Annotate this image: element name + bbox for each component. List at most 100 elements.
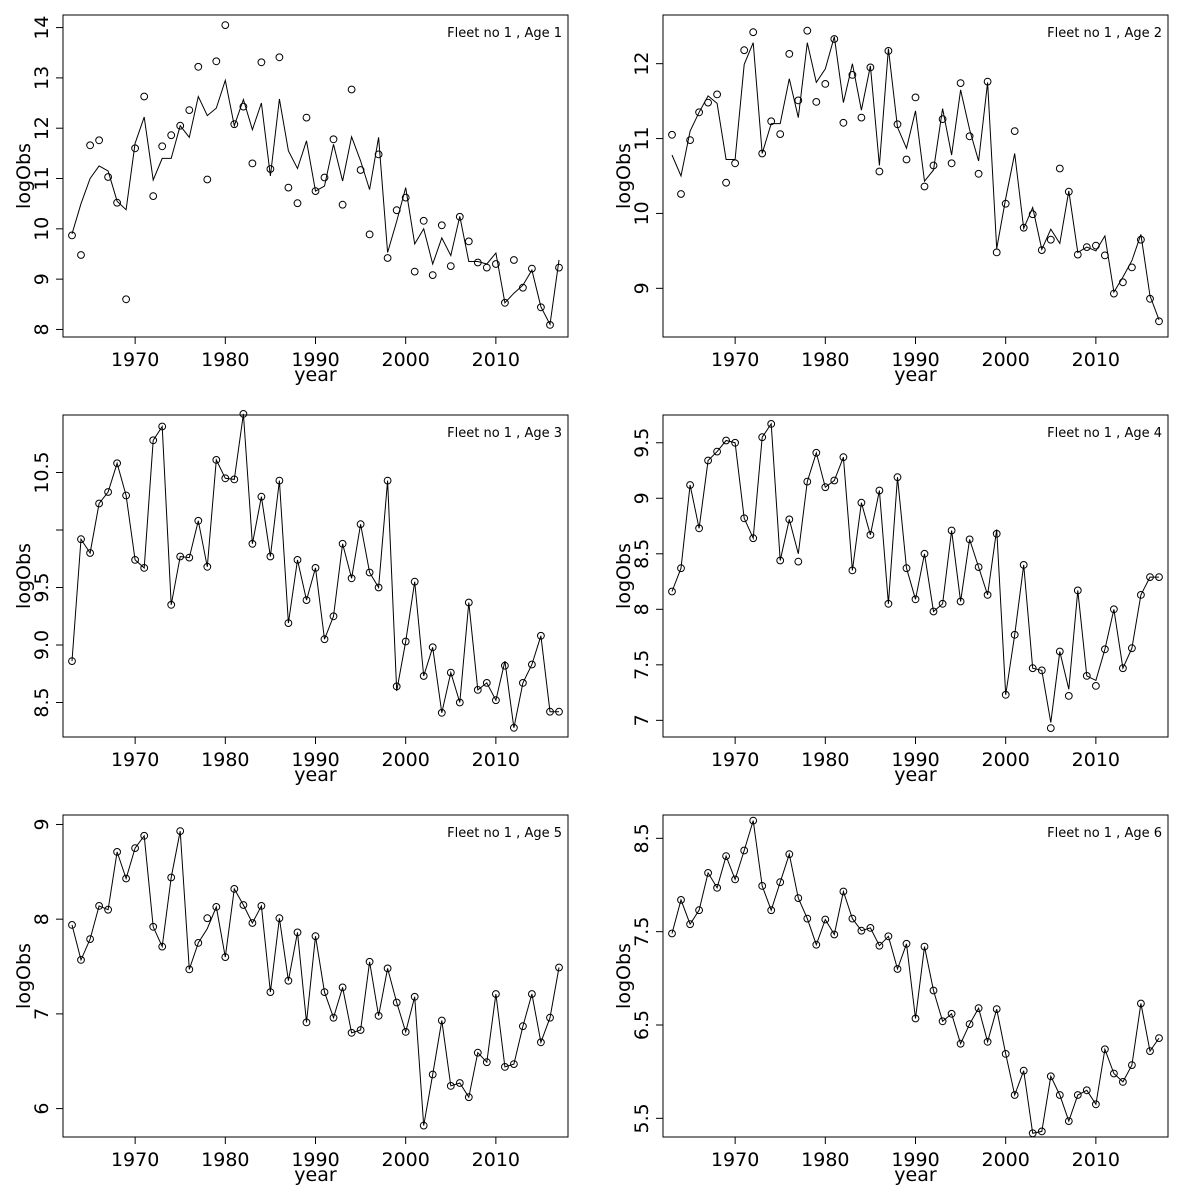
observed-point <box>131 844 140 852</box>
x-tick-label: 2000 <box>381 749 429 771</box>
observed-point <box>77 251 85 259</box>
observed-point <box>749 534 758 543</box>
observed-point <box>668 929 676 938</box>
observed-point <box>519 679 527 687</box>
observed-point <box>248 919 257 927</box>
observed-point <box>1064 1117 1073 1125</box>
predicted-line <box>671 422 1159 723</box>
observed-point <box>713 883 721 892</box>
observed-point <box>356 520 365 529</box>
observed-point <box>185 106 194 114</box>
observed-point <box>965 132 974 141</box>
observed-point <box>1155 317 1163 326</box>
observed-point <box>1146 1047 1154 1055</box>
y-tick-label: 12 <box>31 116 53 140</box>
y-tick-label: 9 <box>31 273 53 285</box>
x-tick-label: 1990 <box>291 1149 339 1171</box>
observed-point <box>392 682 401 691</box>
observed-point <box>947 159 956 168</box>
x-axis-label: year <box>894 1164 937 1186</box>
observed-point <box>410 267 419 276</box>
observed-point <box>794 894 803 902</box>
observed-point <box>212 903 221 911</box>
observed-point <box>302 113 311 122</box>
y-axis-label: logObs <box>613 143 635 209</box>
observed-point <box>275 914 284 923</box>
observed-point <box>302 596 311 604</box>
observed-point <box>695 906 703 915</box>
observed-point <box>239 410 248 418</box>
observed-point <box>140 831 149 840</box>
observed-point <box>686 136 694 145</box>
observed-point <box>365 230 374 239</box>
observed-point <box>311 932 320 941</box>
x-tick-label: 1990 <box>891 1149 939 1171</box>
observed-point <box>938 599 947 608</box>
observed-point <box>230 475 239 484</box>
observed-point <box>758 149 767 158</box>
observed-point <box>677 190 685 198</box>
observed-point <box>257 58 266 67</box>
observed-point <box>938 115 947 123</box>
y-tick-label: 9.0 <box>31 630 53 660</box>
observed-point <box>329 1013 338 1022</box>
observed-point <box>731 875 739 884</box>
observed-point <box>1155 573 1163 581</box>
observed-point <box>830 930 839 939</box>
plot-frame <box>662 414 1169 738</box>
y-tick-label: 10.5 <box>31 451 53 493</box>
observed-point <box>320 635 329 644</box>
y-tick-label: 9 <box>631 492 653 504</box>
y-tick-label: 8 <box>631 603 653 615</box>
observed-point <box>758 882 767 890</box>
observed-point <box>1082 1086 1091 1095</box>
observed-point <box>920 182 929 191</box>
observed-point <box>275 53 284 62</box>
observed-point <box>1155 1034 1163 1042</box>
y-tick-label: 7 <box>631 714 653 726</box>
observed-point <box>149 192 158 201</box>
x-tick-label: 2010 <box>1072 1149 1120 1171</box>
observed-point <box>1128 644 1136 653</box>
observed-point <box>956 597 965 606</box>
observed-point <box>95 499 103 508</box>
panel-title: Fleet no 1 , Age 4 <box>1047 426 1162 441</box>
observed-point <box>365 957 374 966</box>
x-tick-label: 1970 <box>111 1149 159 1171</box>
observed-point <box>974 1004 983 1013</box>
observed-point <box>704 456 712 465</box>
observed-point <box>911 595 920 604</box>
observed-point <box>749 28 758 37</box>
observed-point <box>668 587 676 596</box>
x-tick-label: 1970 <box>711 1149 759 1171</box>
observed-point <box>866 531 875 539</box>
plot-frame <box>662 14 1169 338</box>
observed-point <box>347 1028 356 1037</box>
observed-point <box>428 271 437 280</box>
observed-point <box>248 539 257 548</box>
observed-point <box>113 198 121 207</box>
x-tick-label: 2000 <box>981 349 1029 371</box>
observed-point <box>113 459 121 468</box>
x-tick-label: 1980 <box>201 349 249 371</box>
observed-point <box>365 568 374 577</box>
x-tick-label: 2010 <box>472 749 520 771</box>
x-tick-label: 2010 <box>1072 349 1120 371</box>
x-tick-label: 1980 <box>801 349 849 371</box>
observed-point <box>482 1058 491 1067</box>
panel-title: Fleet no 1 , Age 1 <box>447 26 562 41</box>
observed-point <box>866 63 875 72</box>
y-tick-label: 13 <box>31 66 53 90</box>
observed-point <box>1110 289 1118 298</box>
observed-point <box>1037 1127 1046 1136</box>
panel-5: 1970 1980 1990 2000 2010 6 7 8 9 year logObs Fleet … <box>13 814 569 1186</box>
observed-point <box>455 1079 464 1087</box>
observed-point <box>203 914 212 923</box>
observed-point <box>212 456 221 464</box>
observed-point <box>1092 682 1100 690</box>
y-tick-label: 7.5 <box>631 650 653 680</box>
observed-point <box>749 816 758 825</box>
panel-6: 1970 1980 1990 2000 2010 5.5 6.5 7.5 8.5 year logO… <box>613 814 1169 1186</box>
observed-point <box>203 562 212 571</box>
observed-point <box>501 298 509 307</box>
